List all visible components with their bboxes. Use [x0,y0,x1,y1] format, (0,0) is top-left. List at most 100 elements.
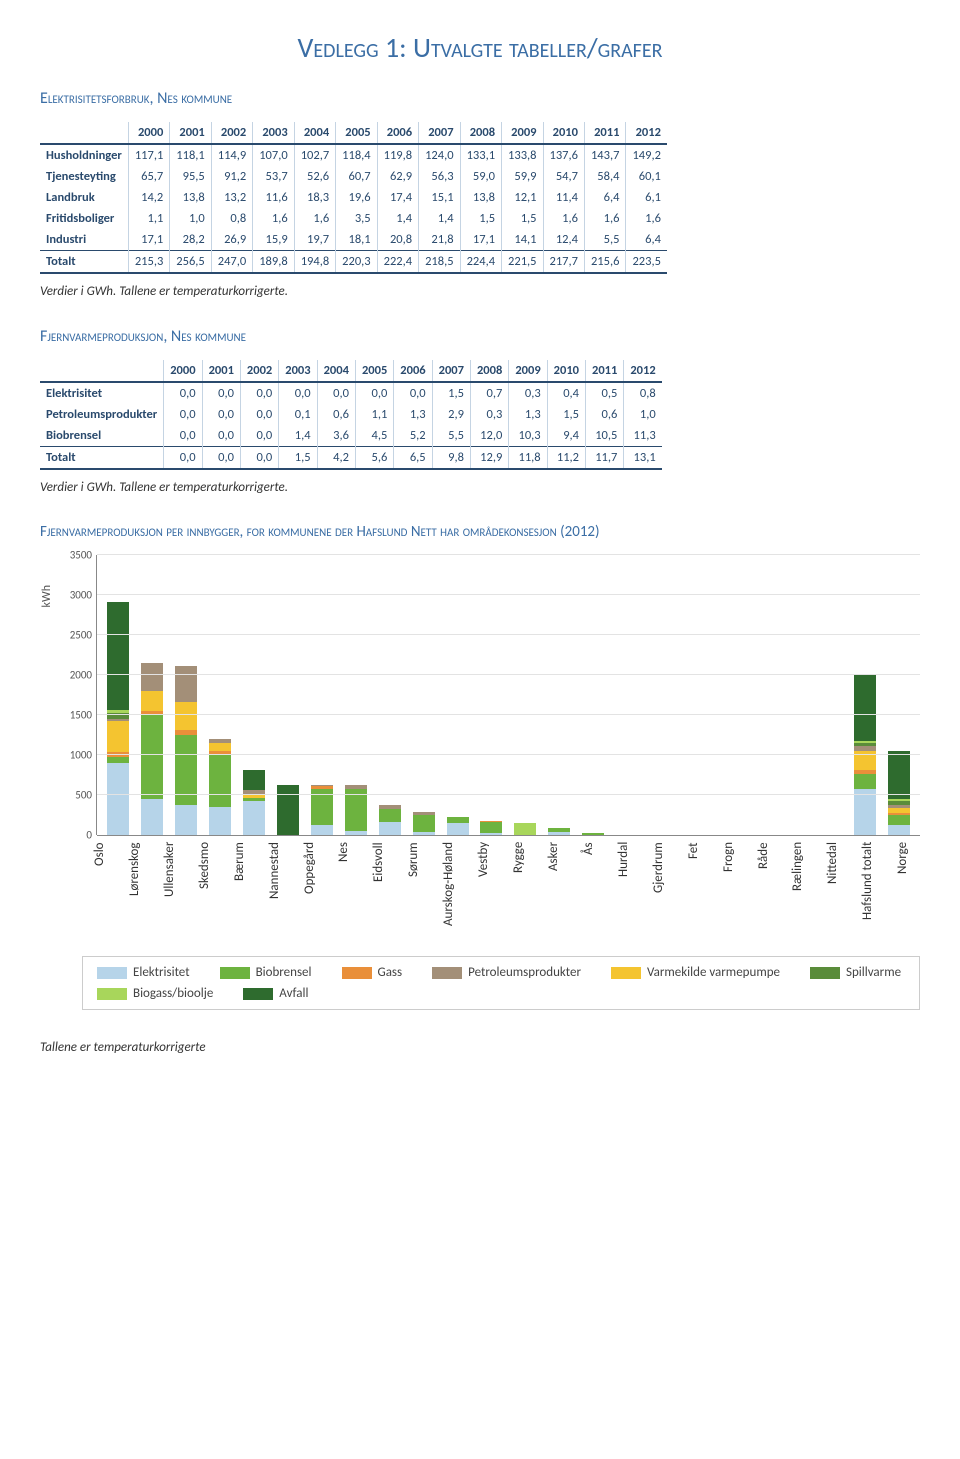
cell-value: 12,9 [470,447,508,470]
cell-value: 1,5 [547,404,585,425]
row-label: Elektrisitet [40,382,164,404]
bar-column [237,555,271,835]
bar-column [203,555,237,835]
row-label: Biobrensel [40,425,164,447]
cell-value: 1,4 [279,425,317,447]
section1-title: Elektrisitetsforbruk, Nes kommune [40,89,920,108]
cell-value: 17,1 [460,229,501,251]
cell-value: 133,1 [460,144,501,166]
cell-value: 60,7 [336,166,377,187]
bar-column [882,555,916,835]
cell-value: 11,8 [509,447,547,470]
cell-value: 1,1 [128,208,169,229]
y-tick: 0 [86,829,92,842]
bar-column [780,555,814,835]
cell-value: 0,1 [279,404,317,425]
cell-value: 12,0 [470,425,508,447]
cell-value: 189,8 [253,251,294,274]
stacked-bar [311,785,333,835]
x-axis-label: Norge [885,842,920,952]
col-year: 2008 [470,360,508,382]
col-year: 2003 [253,122,294,144]
x-axis-label: Vestby [466,842,501,952]
x-axis-label: Ullensaker [152,842,187,952]
stacked-bar [447,817,469,835]
cell-value: 9,8 [432,447,470,470]
cell-value: 1,5 [279,447,317,470]
bar-segment [175,805,197,835]
cell-value: 1,6 [543,208,584,229]
cell-value: 10,3 [509,425,547,447]
col-year: 2002 [211,122,252,144]
legend-label: Petroleumsprodukter [468,965,581,980]
table-row: Totalt0,00,00,01,54,25,66,59,812,911,811… [40,447,662,470]
col-year: 2004 [317,360,355,382]
bar-segment [480,833,502,835]
cell-value: 0,0 [164,447,202,470]
col-year: 2005 [355,360,393,382]
cell-value: 1,0 [170,208,211,229]
legend-item: Elektrisitet [97,965,190,980]
cell-value: 1,4 [377,208,418,229]
bar-column [814,555,848,835]
y-tick: 1500 [70,709,92,722]
legend-item: Biogass/bioolje [97,986,213,1001]
cell-value: 14,1 [502,229,543,251]
bar-column [610,555,644,835]
y-tick: 500 [75,789,92,802]
cell-value: 11,7 [586,447,624,470]
cell-value: 1,4 [419,208,460,229]
cell-value: 149,2 [626,144,667,166]
row-label: Totalt [40,447,164,470]
bar-column [474,555,508,835]
x-axis-label: Rygge [501,842,536,952]
cell-value: 19,6 [336,187,377,208]
cell-value: 0,0 [394,382,432,404]
bar-segment [548,832,570,835]
cell-value: 15,1 [419,187,460,208]
bar-segment [888,751,910,799]
cell-value: 119,8 [377,144,418,166]
stacked-bar [413,812,435,835]
bar-column [576,555,610,835]
cell-value: 59,9 [502,166,543,187]
y-tick: 2500 [70,629,92,642]
stacked-bar [514,823,536,835]
table-row: Husholdninger117,1118,1114,9107,0102,711… [40,144,667,166]
cell-value: 1,6 [294,208,335,229]
cell-value: 15,9 [253,229,294,251]
col-year: 2005 [336,122,377,144]
bar-segment [514,823,536,835]
cell-value: 12,1 [502,187,543,208]
barchart-fjernvarme-per-innbygger: kWh 0500100015002000250030003500 OsloLør… [40,555,920,1010]
col-year: 2006 [394,360,432,382]
bar-segment [141,799,163,835]
cell-value: 95,5 [170,166,211,187]
cell-value: 3,6 [317,425,355,447]
cell-value: 215,3 [128,251,169,274]
cell-value: 11,6 [253,187,294,208]
table-fjernvarme: 2000200120022003200420052006200720082009… [40,360,662,470]
bar-segment [243,801,265,835]
section2-caption: Verdier i GWh. Tallene er temperaturkorr… [40,480,920,495]
table-row: Petroleumsprodukter0,00,00,00,10,61,11,3… [40,404,662,425]
cell-value: 215,6 [584,251,625,274]
x-axis-label: Eidsvoll [361,842,396,952]
cell-value: 137,6 [543,144,584,166]
cell-value: 0,0 [240,404,278,425]
cell-value: 58,4 [584,166,625,187]
col-year: 2011 [586,360,624,382]
col-year: 2003 [279,360,317,382]
bar-column [542,555,576,835]
legend-item: Avfall [243,986,308,1001]
bar-column [339,555,373,835]
cell-value: 0,8 [211,208,252,229]
legend-item: Varmekilde varmepumpe [611,965,780,980]
bar-segment [141,715,163,799]
cell-value: 1,0 [624,404,662,425]
bar-column [373,555,407,835]
cell-value: 118,4 [336,144,377,166]
col-year: 2007 [419,122,460,144]
bar-segment [277,785,299,835]
x-axis-label: Nes [326,842,361,952]
